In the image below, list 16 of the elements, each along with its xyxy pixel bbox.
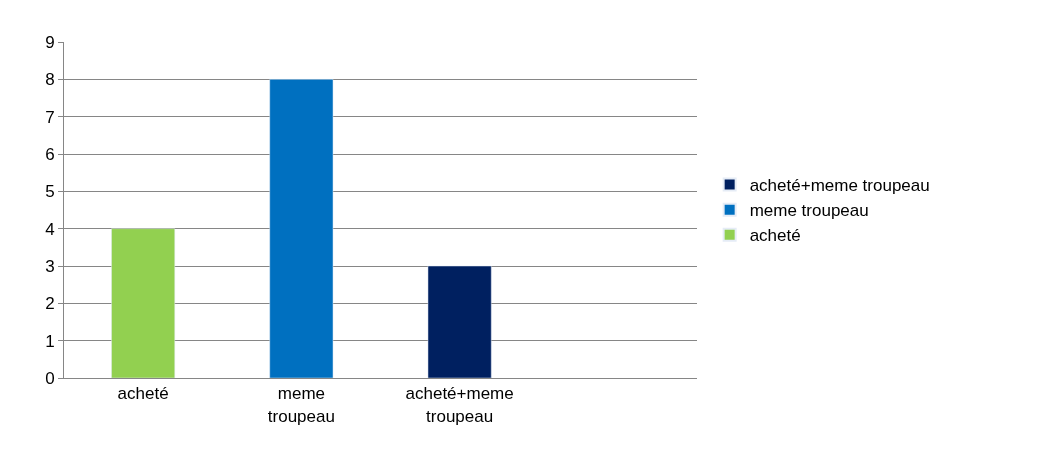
y-tick-label: 3: [45, 256, 55, 276]
y-tick-label: 7: [45, 107, 55, 127]
legend-label: meme troupeau: [749, 201, 869, 221]
x-tick-label: acheté+meme troupeau: [405, 384, 514, 426]
y-tick-label: 6: [45, 144, 55, 164]
y-tick-label: 4: [45, 219, 55, 239]
y-tick-label: 5: [45, 182, 55, 202]
legend-label: acheté+meme troupeau: [749, 176, 930, 196]
y-tick-label: 0: [45, 368, 55, 388]
y-tick-label: 1: [45, 331, 55, 351]
y-tick-label: 8: [45, 70, 55, 90]
y-tick-label: 2: [45, 294, 55, 314]
x-tick-label: meme troupeau: [267, 384, 335, 426]
y-tick-label: 9: [45, 32, 55, 52]
x-tick-label: acheté: [117, 384, 169, 404]
legend-label: acheté: [749, 226, 801, 246]
